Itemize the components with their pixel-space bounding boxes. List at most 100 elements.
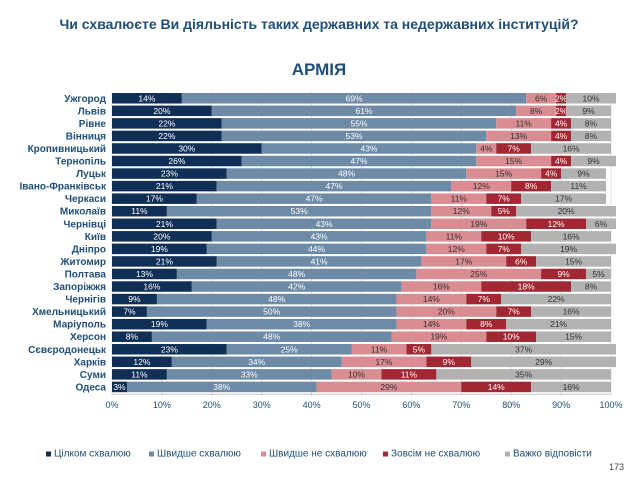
- bar-segment: [112, 331, 152, 342]
- bar-segment: [506, 318, 611, 330]
- x-tick-label: 70%: [452, 400, 470, 410]
- data-label: 2%: [555, 93, 568, 103]
- bar-segment: [491, 205, 517, 217]
- data-label: 9%: [577, 169, 590, 179]
- data-label: 16%: [563, 231, 580, 241]
- bar-segment: [551, 118, 572, 129]
- bar-segment: [196, 193, 432, 204]
- data-label: 47%: [326, 181, 343, 191]
- bar-segment: [396, 306, 497, 317]
- bar-segment: [551, 155, 572, 167]
- bar-segment: [112, 93, 182, 104]
- category-label: Тернопіль: [55, 157, 106, 168]
- data-label: 38%: [213, 382, 230, 392]
- data-label: 16%: [563, 307, 580, 317]
- data-label: 19%: [151, 319, 168, 329]
- data-label: 48%: [288, 269, 305, 279]
- bar-segment: [536, 256, 611, 267]
- data-label: 17%: [455, 256, 472, 266]
- bar-segment: [431, 205, 492, 217]
- x-tick-label: 20%: [203, 400, 221, 410]
- bar-segment: [531, 306, 611, 317]
- bar-segment: [176, 268, 417, 280]
- bar-segment: [216, 180, 452, 192]
- data-label: 23%: [161, 344, 178, 354]
- category-label: Харків: [74, 357, 106, 368]
- data-label: 14%: [138, 93, 155, 103]
- category-label: Львів: [78, 106, 106, 117]
- legend-label: Важко відповісти: [513, 449, 592, 460]
- category-label: Луцьк: [76, 169, 107, 180]
- data-label: 48%: [263, 332, 280, 342]
- data-label: 9%: [557, 269, 570, 279]
- bar-segment: [206, 318, 397, 330]
- category-label: Миколаїв: [60, 207, 106, 218]
- bar-segment: [112, 143, 262, 154]
- bar-segment: [316, 381, 462, 393]
- bar-segment: [496, 143, 532, 154]
- data-label: 22%: [158, 118, 175, 128]
- bar-segment: [396, 318, 467, 330]
- data-label: 43%: [360, 143, 377, 153]
- data-label: 35%: [515, 369, 532, 379]
- bar-segment: [146, 306, 397, 317]
- page-title: Чи схвалюєте Ви діяльність таких державн…: [59, 16, 579, 32]
- bar-segment: [431, 344, 616, 355]
- data-label: 11%: [401, 369, 418, 379]
- bar-segment: [112, 306, 147, 317]
- bar-segment: [426, 231, 482, 242]
- bar-segment: [431, 193, 487, 204]
- bar-segment: [531, 231, 611, 242]
- category-label: Рівне: [79, 119, 107, 130]
- bar-segment: [486, 243, 522, 255]
- bar-segment: [571, 130, 611, 142]
- category-label: Ужгород: [64, 94, 106, 105]
- bar-segment: [241, 155, 477, 167]
- data-label: 7%: [508, 143, 521, 153]
- data-label: 55%: [350, 118, 367, 128]
- bar-segment: [481, 231, 532, 242]
- data-label: 15%: [565, 256, 582, 266]
- data-label: 17%: [555, 194, 572, 204]
- data-label: 48%: [268, 294, 285, 304]
- bar-segment: [112, 256, 217, 267]
- legend-label: Швидше не схвалюю: [269, 449, 367, 460]
- bar-segment: [216, 256, 422, 267]
- data-label: 19%: [560, 244, 577, 254]
- data-label: 5%: [592, 269, 605, 279]
- data-label: 26%: [168, 156, 185, 166]
- data-label: 42%: [288, 282, 305, 292]
- data-label: 14%: [488, 382, 505, 392]
- x-tick-label: 10%: [153, 400, 171, 410]
- category-label: Чернігів: [65, 295, 106, 306]
- bar-segment: [521, 193, 607, 204]
- bar-segment: [566, 105, 611, 117]
- bar-segment: [531, 143, 611, 154]
- data-label: 25%: [470, 269, 487, 279]
- data-label: 12%: [473, 181, 490, 191]
- bar-segment: [221, 118, 497, 129]
- legend-swatch: [505, 451, 510, 457]
- bar-segment: [526, 93, 557, 104]
- data-label: 9%: [128, 294, 141, 304]
- category-label: Вінниця: [66, 131, 106, 142]
- bar-segment: [551, 130, 572, 142]
- bar-segment: [486, 130, 552, 142]
- x-tick-label: 0%: [105, 400, 118, 410]
- bar-segment: [401, 281, 482, 292]
- bar-segment: [166, 205, 432, 217]
- bar-segment: [466, 293, 502, 305]
- bar-segment: [211, 105, 517, 117]
- data-label: 8%: [126, 332, 139, 342]
- bar-segment: [112, 155, 242, 167]
- data-label: 16%: [563, 143, 580, 153]
- category-label: Хмельницький: [32, 307, 106, 318]
- data-label: 7%: [478, 294, 491, 304]
- bar-segment: [206, 243, 427, 255]
- bar-segment: [112, 105, 212, 117]
- x-tick-label: 80%: [502, 400, 520, 410]
- bar-segment: [112, 369, 167, 380]
- bar-segment: [471, 356, 616, 368]
- bar-segment: [566, 93, 616, 104]
